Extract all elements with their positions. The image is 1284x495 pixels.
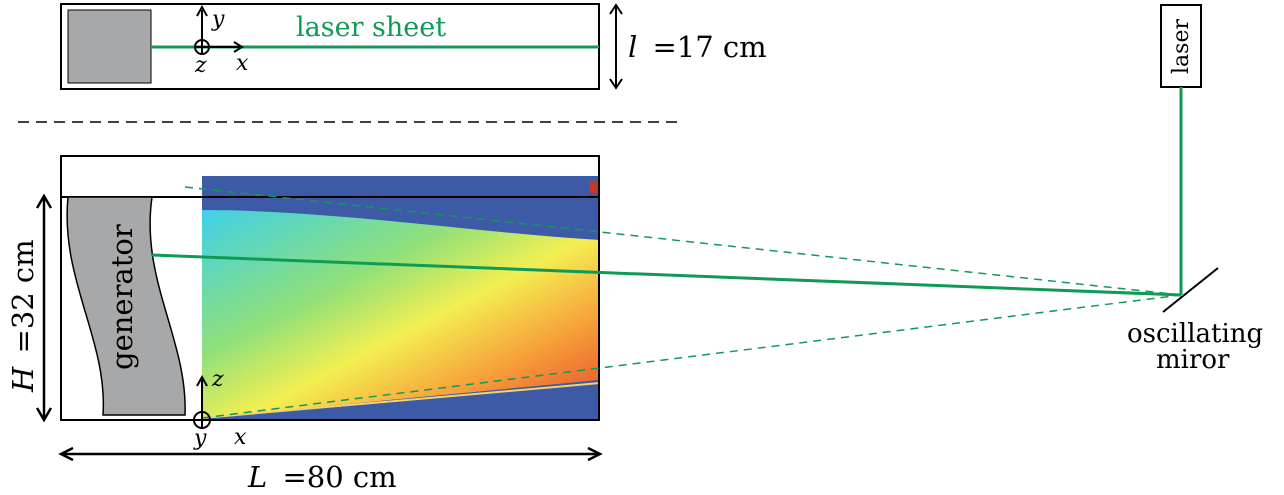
side-axis-y-label: y — [193, 426, 207, 451]
top-axis-x-label: x — [236, 51, 249, 76]
width-label-value: =17 cm — [653, 30, 767, 64]
mirror-label-line2: miror — [1156, 345, 1230, 375]
length-label: L =80 cm — [247, 460, 397, 494]
mirror-label-line1: oscillating — [1127, 319, 1263, 349]
length-dimension-arrow — [58, 446, 603, 462]
wave-generator — [66, 196, 186, 416]
laser-box-label: laser — [1169, 19, 1194, 74]
height-label-value: =32 cm — [6, 239, 40, 353]
side-view-tank — [60, 155, 600, 421]
width-label-symbol: l — [628, 30, 637, 64]
length-label-symbol: L — [247, 460, 267, 494]
width-label: l =17 cm — [628, 30, 767, 64]
laser-box — [1160, 4, 1202, 88]
side-view-axes — [193, 374, 238, 429]
top-axis-z-label: z — [194, 53, 207, 78]
laser-beam-lower-edge — [201, 294, 1182, 419]
top-axis-y-label: y — [211, 7, 225, 32]
length-label-value: =80 cm — [282, 460, 396, 494]
oscillating-mirror — [1162, 267, 1219, 313]
generator-label: generator — [105, 224, 139, 370]
measured-velocity-field — [202, 176, 600, 420]
width-dimension-arrow — [609, 3, 623, 90]
top-view-generator — [67, 9, 152, 84]
side-axis-z-label: z — [211, 367, 224, 392]
laser-sheet-label: laser sheet — [296, 12, 446, 43]
side-axis-x-label: x — [234, 425, 247, 450]
height-dimension-arrow — [35, 193, 53, 423]
height-label: H =32 cm — [6, 239, 40, 393]
laser-beam-center — [151, 253, 1182, 297]
top-view-axes — [194, 4, 244, 55]
height-label-symbol: H — [6, 366, 40, 393]
